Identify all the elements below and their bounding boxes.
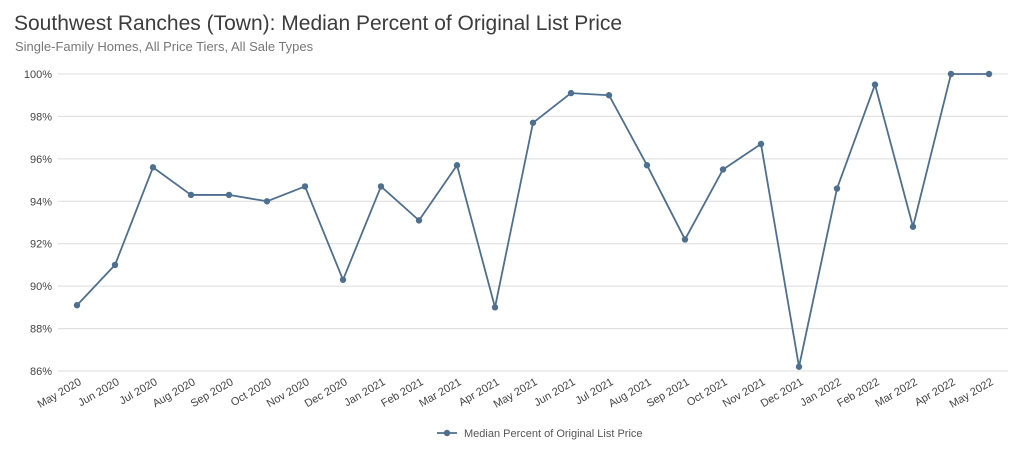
y-tick-label: 88%: [30, 324, 52, 336]
x-tick-label: Feb 2021: [379, 376, 425, 410]
data-point[interactable]: [149, 164, 157, 171]
y-tick-label: 86%: [30, 366, 52, 378]
x-tick-label: Mar 2022: [873, 376, 919, 410]
x-tick-label: Dec 2021: [759, 376, 806, 410]
x-tick-label: Nov 2020: [265, 376, 312, 410]
data-point[interactable]: [605, 92, 613, 99]
x-tick-label: Jun 2020: [76, 376, 121, 409]
chart-subtitle: Single-Family Homes, All Price Tiers, Al…: [15, 39, 314, 54]
data-point[interactable]: [567, 89, 575, 97]
data-point[interactable]: [909, 223, 917, 230]
data-point[interactable]: [263, 198, 271, 205]
x-tick-label: Mar 2021: [417, 376, 463, 410]
data-point[interactable]: [757, 140, 765, 148]
gridlines: [58, 73, 1008, 372]
data-point[interactable]: [187, 191, 195, 199]
data-point[interactable]: [947, 70, 955, 78]
data-point[interactable]: [301, 183, 309, 190]
x-tick-label: Jun 2021: [532, 376, 577, 409]
x-tick-label: Nov 2021: [721, 376, 768, 410]
chart-title: Southwest Ranches (Town): Median Percent…: [14, 12, 623, 35]
y-tick-label: 100%: [24, 69, 52, 81]
x-tick-label: Jan 2021: [342, 376, 387, 409]
data-point[interactable]: [795, 363, 803, 370]
legend[interactable]: Median Percent of Original List Price: [437, 428, 643, 440]
data-point[interactable]: [871, 81, 879, 88]
x-tick-label: May 2022: [948, 376, 996, 411]
x-tick-label: May 2020: [36, 376, 84, 411]
data-point[interactable]: [225, 191, 233, 199]
y-tick-label: 90%: [30, 281, 52, 293]
data-point[interactable]: [985, 70, 993, 78]
data-point[interactable]: [529, 119, 537, 126]
y-tick-label: 96%: [30, 154, 52, 166]
data-point[interactable]: [491, 304, 499, 311]
series-line-path: [76, 73, 989, 368]
data-point[interactable]: [681, 236, 689, 243]
y-tick-label: 92%: [30, 239, 52, 251]
x-tick-label: Sep 2020: [189, 376, 236, 410]
x-tick-label: Sep 2021: [645, 376, 692, 410]
data-point[interactable]: [415, 217, 423, 224]
data-point[interactable]: [339, 276, 347, 283]
x-tick-label: Jan 2022: [798, 376, 843, 409]
x-tick-label: Feb 2022: [835, 376, 881, 410]
y-tick-label: 98%: [30, 111, 52, 123]
x-tick-label: Aug 2020: [151, 376, 198, 410]
legend-label: Median Percent of Original List Price: [464, 428, 643, 440]
x-tick-label: May 2021: [492, 376, 540, 411]
y-tick-label: 94%: [30, 196, 52, 208]
legend-marker: [443, 429, 451, 437]
series-line: [73, 70, 993, 370]
data-point[interactable]: [719, 166, 727, 173]
data-point[interactable]: [111, 261, 119, 269]
x-tick-label: Dec 2020: [303, 376, 350, 410]
data-point[interactable]: [453, 162, 461, 169]
data-point[interactable]: [833, 185, 841, 192]
x-tick-label: Aug 2021: [607, 376, 654, 410]
data-point[interactable]: [73, 302, 81, 309]
y-axis-ticks: 86% 88% 90% 92% 94% 96% 98% 100%: [24, 69, 52, 378]
data-point[interactable]: [377, 183, 385, 190]
data-point[interactable]: [643, 162, 651, 169]
